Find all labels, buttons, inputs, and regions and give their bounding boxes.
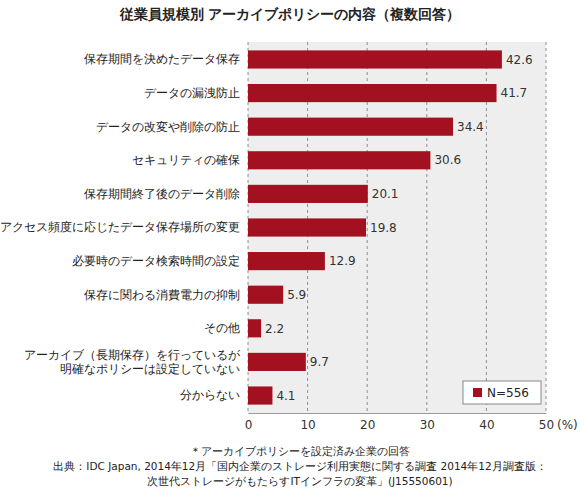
y-tick: 保存期間終了後のデータ削除: [84, 187, 248, 201]
y-tick: セキュリティの確保: [132, 153, 248, 167]
data-label: 30.6: [434, 153, 461, 167]
bar: [248, 286, 283, 304]
annotations: ＊アーカイブポリシーを設定済み企業の回答出典：IDC Japan, 2014年1…: [53, 445, 546, 488]
x-tick-label: 10: [300, 418, 315, 432]
y-tick-label: アクセス頻度に応じたデータ保存場所の変更: [0, 220, 240, 234]
annotation: 出典：IDC Japan, 2014年12月「国内企業のストレージ利用実態に関す…: [53, 460, 546, 473]
legend-label: N=556: [487, 386, 529, 400]
x-tick: 50: [539, 413, 554, 432]
data-label: 2.2: [265, 322, 284, 336]
y-tick-label: 保存期間終了後のデータ削除: [84, 187, 240, 201]
bar: [248, 50, 502, 68]
y-tick-label: データの改変や削除の防止: [96, 120, 240, 134]
legend-box: [463, 381, 541, 404]
y-tick-label: その他: [204, 321, 240, 335]
x-tick: 0: [245, 413, 253, 432]
x-tick-label: 50: [539, 418, 554, 432]
annotation: 次世代ストレージがもたらすITインフラの変革」(J15550601): [147, 475, 452, 488]
y-tick-label: データの漏洩防止: [144, 86, 240, 100]
y-tick: データの漏洩防止: [144, 86, 248, 100]
data-label: 9.7: [310, 355, 329, 369]
legend-swatch: [473, 388, 482, 397]
data-label: 5.9: [287, 288, 306, 302]
x-tick: 20: [360, 413, 375, 432]
x-axis-title: (%): [557, 418, 578, 432]
bar: [248, 386, 272, 404]
data-label: 34.4: [457, 120, 484, 134]
annotation: ＊アーカイブポリシーを設定済み企業の回答: [190, 445, 410, 457]
x-tick: 10: [300, 413, 315, 432]
y-tick: 必要時のデータ検索時間の設定: [72, 254, 248, 268]
y-tick: 保存に関わる消費電力の抑制: [84, 288, 248, 302]
data-label: 20.1: [372, 187, 399, 201]
x-tick-label: 40: [479, 418, 494, 432]
x-axis: 0 10 20 30 40 50: [245, 413, 554, 432]
x-axis-line: [249, 413, 547, 414]
data-labels: 42.6 41.7 34.4 30.6 20.1 19.8 12.9 5.9 2.2 9.7 4.1: [265, 53, 533, 403]
grid-line: [546, 42, 547, 413]
y-tick-label: 保存期間を決めたデータ保存: [84, 52, 240, 66]
y-tick-label: セキュリティの確保: [132, 153, 240, 167]
x-tick-label: 20: [360, 418, 375, 432]
grid: [248, 42, 546, 413]
y-tick: 保存期間を決めたデータ保存: [84, 52, 248, 66]
plot-background: [248, 42, 546, 413]
legend: N=556: [463, 381, 541, 404]
chart: 従業員規模別 アーカイブポリシーの内容（複数回答） 42.6 41.7 34.4 30.…: [0, 0, 580, 500]
bars: [248, 50, 502, 404]
x-tick: 40: [479, 413, 494, 432]
bar: [248, 252, 325, 270]
y-tick-label: 保存に関わる消費電力の抑制: [84, 288, 240, 302]
y-tick-label: アーカイブ（長期保存）を行っているが明確なポリシーは設定していない: [24, 348, 241, 376]
y-tick: アクセス頻度に応じたデータ保存場所の変更: [0, 220, 248, 234]
data-label: 19.8: [370, 221, 397, 235]
bar: [248, 185, 368, 203]
y-tick: データの改変や削除の防止: [96, 120, 248, 134]
y-tick: アーカイブ（長期保存）を行っているが明確なポリシーは設定していない: [24, 348, 248, 376]
bar: [248, 84, 497, 102]
data-label: 41.7: [501, 86, 528, 100]
y-tick-label: 必要時のデータ検索時間の設定: [72, 254, 240, 268]
y-tick: その他: [204, 321, 248, 335]
data-label: 4.1: [276, 389, 295, 403]
data-label: 42.6: [506, 53, 533, 67]
bar: [248, 218, 366, 236]
bar: [248, 151, 430, 169]
x-tick-label: 0: [245, 418, 253, 432]
bar: [248, 319, 261, 337]
bar: [248, 118, 453, 136]
y-tick: 分からない: [180, 388, 248, 402]
data-label: 12.9: [329, 254, 356, 268]
x-tick: 30: [420, 413, 435, 432]
y-tick-label: 分からない: [180, 388, 240, 402]
x-tick-label: 30: [420, 418, 435, 432]
title: 従業員規模別 アーカイブポリシーの内容（複数回答）: [119, 6, 461, 22]
y-axis: 保存期間を決めたデータ保存データの漏洩防止データの改変や削除の防止セキュリティの…: [0, 52, 248, 402]
bar: [248, 353, 306, 371]
